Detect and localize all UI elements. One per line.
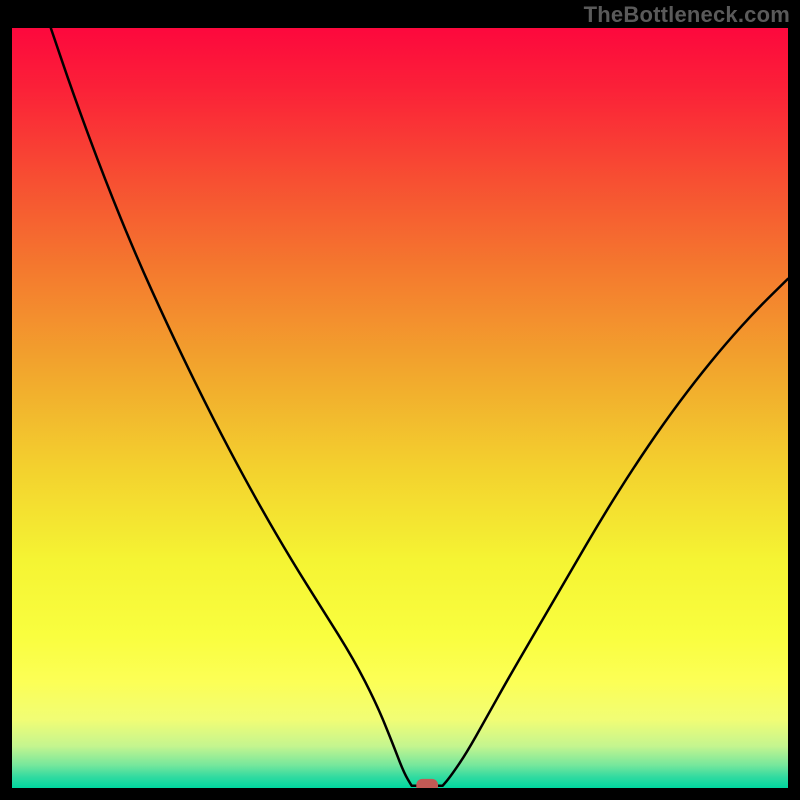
chart-background: [12, 28, 788, 788]
bottleneck-chart: TheBottleneck.com: [0, 0, 800, 800]
watermark-text: TheBottleneck.com: [584, 2, 790, 28]
chart-svg: [0, 0, 800, 800]
